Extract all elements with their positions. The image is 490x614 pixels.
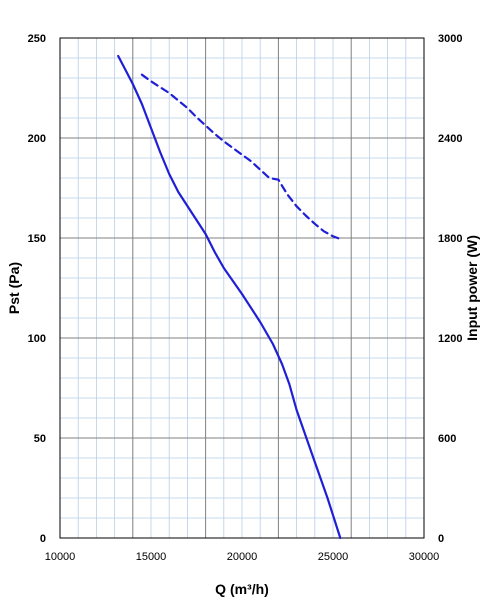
major-grid bbox=[60, 38, 424, 538]
x-tick-label: 25000 bbox=[318, 551, 349, 563]
minor-grid bbox=[60, 38, 424, 538]
y2-axis-title: Input power (W) bbox=[464, 235, 480, 341]
curves bbox=[117, 54, 344, 540]
y-tick-label: 150 bbox=[28, 233, 46, 245]
y2-tick-label: 3000 bbox=[438, 33, 462, 45]
y2-tick-label: 600 bbox=[438, 433, 456, 445]
x-tick-labels: 10000 15000 20000 25000 30000 bbox=[45, 551, 440, 563]
x-tick-label: 20000 bbox=[227, 551, 258, 563]
x-tick-label: 15000 bbox=[136, 551, 167, 563]
static-pressure-curve bbox=[117, 54, 342, 540]
plot-frame bbox=[59, 37, 425, 539]
y2-tick-label: 1800 bbox=[438, 233, 462, 245]
x-axis-title: Q (m³/h) bbox=[215, 581, 269, 597]
input-power-curve bbox=[140, 73, 344, 241]
y-tick-label: 200 bbox=[28, 133, 46, 145]
y-tick-label: 100 bbox=[28, 333, 46, 345]
y2-tick-label: 0 bbox=[438, 533, 444, 545]
y2-tick-label: 2400 bbox=[438, 133, 462, 145]
y2-tick-labels: 0 600 1200 1800 2400 3000 bbox=[438, 33, 462, 545]
y-tick-label: 50 bbox=[34, 433, 46, 445]
y-tick-label: 250 bbox=[28, 33, 46, 45]
y-tick-label: 0 bbox=[40, 533, 46, 545]
x-tick-label: 30000 bbox=[409, 551, 440, 563]
y2-tick-label: 1200 bbox=[438, 333, 462, 345]
x-tick-label: 10000 bbox=[45, 551, 76, 563]
y-axis-title: Pst (Pa) bbox=[6, 262, 22, 314]
y-tick-labels: 0 50 100 150 200 250 bbox=[28, 33, 46, 545]
